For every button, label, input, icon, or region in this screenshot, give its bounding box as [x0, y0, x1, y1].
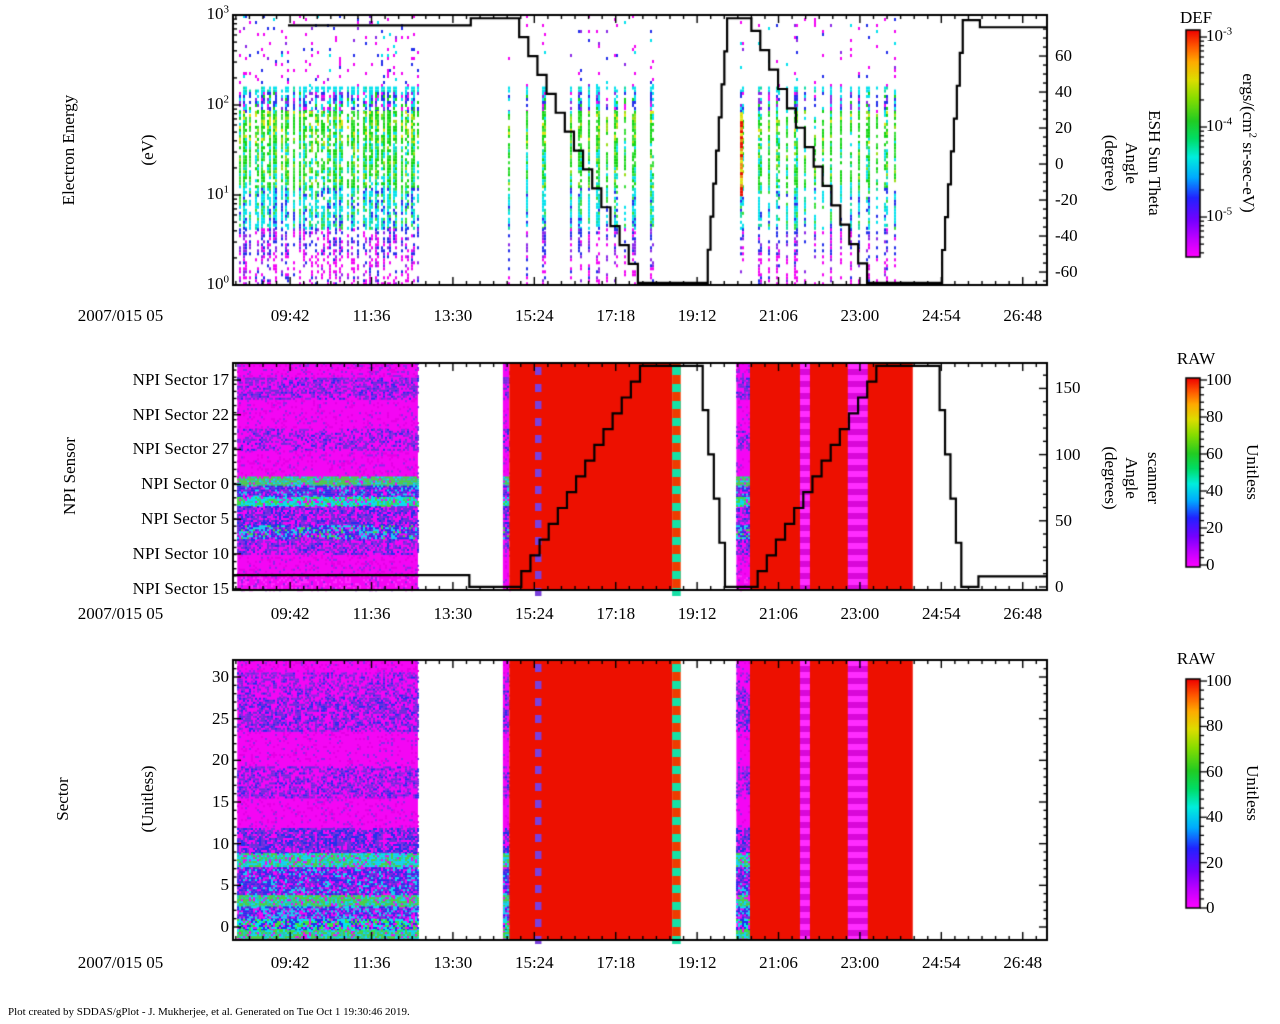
x-tick-label: 23:00: [840, 604, 880, 623]
p1-right-tick-label: -60: [1055, 262, 1078, 282]
colorbar-tick-label: 60: [1206, 443, 1223, 463]
footer-credit: Plot created by SDDAS/gPlot - J. Mukherj…: [8, 1006, 410, 1018]
x-tick-label: 26:48: [1003, 306, 1043, 325]
p1-right-axis-label-degree: (degree): [1101, 134, 1120, 192]
x-tick-label: 09:42: [270, 604, 310, 623]
p2-ylabel: NPI Sensor: [60, 437, 79, 515]
x-tick-label: 11:36: [352, 953, 391, 972]
p3-y-tick-label: 5: [220, 875, 230, 895]
p2-y-tick-label: NPI Sector 0: [141, 474, 229, 494]
x-tick-label: 19:12: [677, 306, 717, 325]
p2-corner-date-label: 2007/015 05: [77, 604, 164, 623]
p3-y-tick-label: 0: [220, 917, 230, 936]
p2-right-axis-label-scanner: scanner: [1144, 452, 1163, 504]
x-tick-label: 23:00: [840, 953, 880, 972]
p2-right-tick-label: 100: [1055, 444, 1081, 464]
x-tick-label: 11:36: [352, 306, 391, 325]
p1-right-tick-label: 0: [1055, 154, 1064, 174]
p2-y-tick-label: NPI Sector 5: [141, 509, 229, 529]
p2-right-tick-label: 0: [1055, 576, 1064, 596]
p1-ylabel-line2: (eV): [138, 134, 157, 166]
colorbar-tick-label: 20: [1206, 852, 1223, 872]
p2-y-tick-label: NPI Sector 22: [132, 404, 229, 424]
x-tick-label: 09:42: [270, 306, 310, 325]
x-tick-label: 13:30: [433, 604, 473, 623]
p1-right-tick-label: 20: [1055, 118, 1072, 138]
colorbar-tick-label: 10-5: [1206, 205, 1233, 226]
colorbar2-unit-label: Unitless: [1243, 444, 1262, 500]
x-tick-label: 26:48: [1003, 604, 1043, 623]
x-tick-label: 24:54: [921, 604, 961, 623]
p2-right-tick-label: 50: [1055, 510, 1072, 530]
x-tick-label: 21:06: [759, 953, 798, 972]
p1-y-tick-label: 103: [206, 3, 230, 23]
colorbar2-title: RAW: [1176, 349, 1216, 368]
x-tick-label: 21:06: [759, 604, 798, 623]
p2-y-tick-label: NPI Sector 15: [132, 578, 229, 598]
p3-ylabel-line1: Sector: [53, 777, 72, 821]
x-tick-label: 21:06: [759, 306, 798, 325]
colorbar-tick-label: 80: [1206, 406, 1223, 426]
x-tick-label: 19:12: [677, 604, 717, 623]
colorbar-tick-label: 10-4: [1206, 115, 1233, 136]
p1-corner-date-label: 2007/015 05: [77, 306, 164, 325]
x-tick-label: 15:24: [514, 604, 554, 623]
x-tick-label: 09:42: [270, 953, 310, 972]
x-tick-label: 26:48: [1003, 953, 1043, 972]
colorbar-tick-label: 100: [1206, 369, 1232, 389]
colorbar-tick-label: 80: [1206, 716, 1223, 736]
p2-y-tick-label: NPI Sector 17: [132, 370, 229, 390]
p2-y-tick-label: NPI Sector 27: [132, 439, 229, 459]
x-tick-label: 11:36: [352, 604, 391, 623]
colorbar3-title: RAW: [1176, 649, 1216, 668]
p2-right-tick-label: 150: [1055, 378, 1081, 398]
x-tick-label: 24:54: [921, 306, 961, 325]
colorbar-tick-label: 100: [1206, 671, 1232, 691]
p2-right-axis-label-degrees: (degrees): [1101, 446, 1120, 510]
p3-y-tick-label: 20: [212, 750, 229, 770]
x-tick-label: 15:24: [514, 306, 554, 325]
x-tick-label: 19:12: [677, 953, 717, 972]
x-tick-label: 23:00: [840, 306, 880, 325]
x-tick-label: 15:24: [514, 953, 554, 972]
colorbar-tick-label: 40: [1206, 481, 1223, 500]
colorbar-tick-label: 10-3: [1206, 25, 1233, 46]
p1-right-axis-label-angle: Angle: [1122, 142, 1141, 184]
colorbar-tick-label: 0: [1206, 898, 1215, 917]
x-tick-label: 13:30: [433, 953, 473, 972]
x-tick-label: 24:54: [921, 953, 961, 972]
p1-right-tick-label: 40: [1055, 82, 1072, 102]
p3-y-tick-label: 10: [212, 833, 229, 853]
x-tick-label: 17:18: [596, 604, 636, 623]
x-tick-label: 17:18: [596, 306, 636, 325]
p1-ylabel-line1: Electron Energy: [59, 94, 78, 206]
p1-y-tick-label: 101: [206, 183, 230, 203]
p1-y-tick-label: 100: [206, 273, 230, 293]
p1-right-tick-label: 60: [1055, 46, 1072, 66]
colorbar3-unit-label: Unitless: [1243, 765, 1262, 821]
x-tick-label: 17:18: [596, 953, 636, 972]
p3-y-tick-label: 25: [212, 708, 229, 728]
p2-right-axis-label-angle: Angle: [1122, 457, 1141, 499]
colorbar-tick-label: 60: [1206, 761, 1223, 781]
p1-right-tick-label: -20: [1055, 190, 1078, 210]
colorbar-tick-label: 20: [1206, 518, 1223, 537]
p3-corner-date-label: 2007/015 05: [77, 953, 164, 972]
colorbar-tick-label: 0: [1206, 555, 1215, 574]
p1-right-axis-label-esh-sun-theta: ESH Sun Theta: [1145, 110, 1164, 216]
p3-y-tick-label: 15: [212, 792, 229, 811]
colorbar1-unit-label: ergs/(cm2 sr-sec-eV): [1239, 73, 1259, 213]
p3-ylabel-line2: (Unitless): [138, 765, 157, 833]
colorbar1-title: DEF: [1179, 8, 1213, 27]
p3-y-tick-label: 30: [212, 667, 229, 686]
p1-right-tick-label: -40: [1055, 226, 1078, 246]
x-tick-label: 13:30: [433, 306, 473, 325]
p1-y-tick-label: 102: [206, 93, 230, 113]
colorbar-tick-label: 40: [1206, 807, 1223, 827]
p2-y-tick-label: NPI Sector 10: [132, 543, 229, 563]
